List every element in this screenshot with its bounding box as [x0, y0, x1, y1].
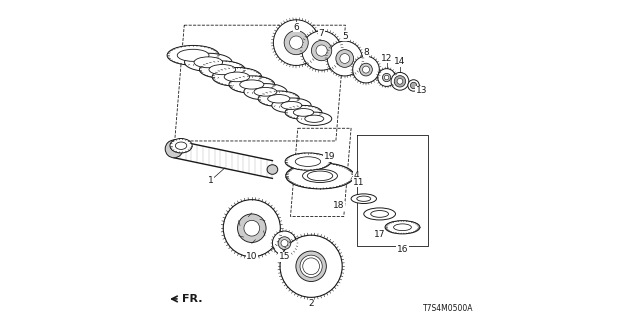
Text: 2: 2 [308, 299, 314, 308]
Circle shape [278, 237, 291, 250]
Ellipse shape [285, 153, 331, 170]
Circle shape [340, 54, 349, 63]
Text: 5: 5 [342, 32, 348, 41]
Text: 4: 4 [354, 172, 359, 180]
Ellipse shape [165, 140, 183, 158]
Circle shape [410, 82, 417, 89]
Ellipse shape [258, 91, 300, 107]
Circle shape [303, 258, 319, 275]
Ellipse shape [240, 80, 264, 89]
Ellipse shape [209, 65, 236, 75]
Text: T7S4M0500A: T7S4M0500A [423, 304, 474, 313]
Text: 18: 18 [333, 202, 345, 211]
Ellipse shape [175, 142, 187, 149]
Circle shape [336, 50, 354, 68]
Circle shape [385, 75, 389, 80]
Text: 10: 10 [246, 252, 257, 261]
Circle shape [353, 56, 380, 83]
Text: FR.: FR. [182, 294, 202, 304]
Circle shape [362, 66, 369, 73]
Ellipse shape [297, 112, 332, 125]
Ellipse shape [281, 101, 302, 109]
Circle shape [378, 69, 396, 86]
Text: 15: 15 [279, 252, 290, 261]
Text: 13: 13 [416, 86, 428, 95]
Circle shape [300, 255, 322, 277]
Circle shape [281, 240, 288, 247]
Ellipse shape [356, 196, 371, 201]
Circle shape [327, 41, 362, 76]
Ellipse shape [385, 220, 420, 234]
Ellipse shape [285, 105, 322, 119]
Circle shape [244, 220, 260, 236]
Ellipse shape [351, 194, 376, 204]
Text: 14: 14 [394, 57, 406, 66]
Text: 1: 1 [208, 176, 213, 185]
Circle shape [237, 214, 266, 243]
Text: 8: 8 [363, 48, 369, 57]
Ellipse shape [293, 108, 314, 116]
Circle shape [289, 36, 303, 49]
Circle shape [284, 31, 308, 55]
Ellipse shape [303, 169, 337, 182]
Ellipse shape [295, 157, 321, 166]
Ellipse shape [254, 87, 277, 96]
Circle shape [408, 80, 419, 91]
Text: 16: 16 [397, 245, 408, 254]
Ellipse shape [272, 98, 311, 113]
Text: 7: 7 [319, 28, 324, 38]
Ellipse shape [229, 76, 275, 93]
Ellipse shape [364, 208, 396, 220]
Ellipse shape [268, 94, 290, 103]
Ellipse shape [244, 84, 287, 100]
Circle shape [273, 231, 296, 255]
Circle shape [280, 235, 342, 297]
Ellipse shape [224, 72, 250, 82]
Ellipse shape [305, 115, 324, 122]
Circle shape [383, 73, 391, 82]
Ellipse shape [184, 53, 232, 71]
Ellipse shape [194, 57, 223, 68]
Ellipse shape [167, 45, 219, 65]
Ellipse shape [307, 171, 333, 181]
Ellipse shape [170, 139, 192, 153]
Circle shape [360, 63, 372, 76]
Ellipse shape [371, 211, 388, 217]
Text: 11: 11 [353, 178, 364, 187]
Circle shape [223, 200, 280, 257]
Ellipse shape [394, 224, 412, 231]
Ellipse shape [200, 61, 245, 78]
Text: 19: 19 [324, 152, 335, 161]
Ellipse shape [267, 165, 278, 174]
Ellipse shape [212, 68, 262, 86]
Circle shape [391, 72, 409, 90]
Circle shape [394, 76, 406, 87]
Circle shape [296, 251, 326, 282]
Text: 6: 6 [293, 23, 299, 32]
Circle shape [397, 78, 403, 84]
Text: 12: 12 [381, 54, 392, 63]
Ellipse shape [177, 49, 209, 61]
Circle shape [273, 20, 319, 66]
Circle shape [316, 45, 327, 56]
Circle shape [312, 40, 332, 61]
Text: 17: 17 [374, 230, 385, 239]
Circle shape [302, 31, 341, 70]
Ellipse shape [285, 163, 355, 189]
